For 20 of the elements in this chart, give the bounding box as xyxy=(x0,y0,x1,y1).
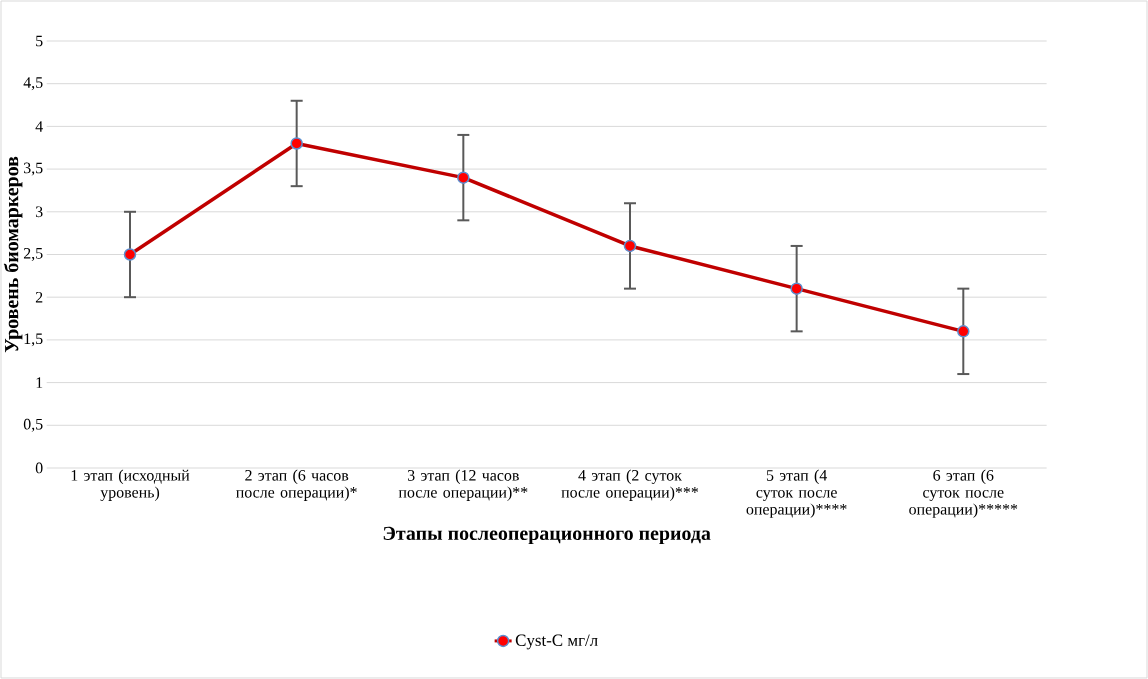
y-tick-label: 0 xyxy=(35,462,43,474)
y-axis-title: Уровень биомаркеров xyxy=(3,156,23,353)
y-tick-label: 2,5 xyxy=(23,247,43,261)
x-tick-label: 5 этап (4 суток после операции)**** xyxy=(746,469,847,518)
y-tick-label: 2 xyxy=(35,291,43,303)
x-axis-title: Этапы послеоперационного периода xyxy=(383,526,711,545)
y-tick-label: 5 xyxy=(36,35,43,47)
y-tick-label: 4,5 xyxy=(23,77,43,91)
y-tick-label: 0,5 xyxy=(23,418,43,432)
x-tick-label: 6 этап (6 суток после операции)***** xyxy=(909,469,1018,518)
x-tick-label: 4 этап (2 суток после операции)*** xyxy=(561,469,699,501)
x-tick-label: 2 этап (6 часов после операции)* xyxy=(236,469,357,501)
y-tick-label: 1,5 xyxy=(24,333,43,347)
legend-label: Cyst-C мг/л xyxy=(515,634,598,650)
y-tick-label: 3 xyxy=(35,206,43,218)
y-tick-label: 4 xyxy=(35,121,43,132)
y-tick-label: 1 xyxy=(36,377,43,388)
y-tick-label: 3,5 xyxy=(24,162,43,176)
x-tick-label: 3 этап (12 часов после операции)** xyxy=(398,469,528,501)
x-tick-label: 1 этап (исходный уровень) xyxy=(71,469,190,501)
